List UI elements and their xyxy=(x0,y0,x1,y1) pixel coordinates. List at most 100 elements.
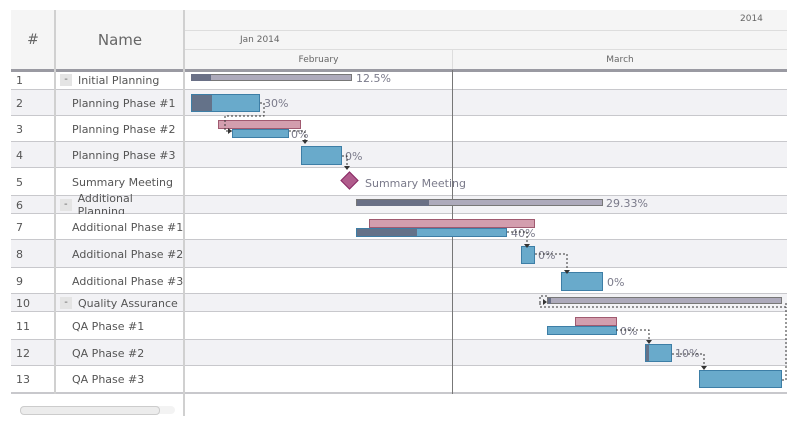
connector-7-8 xyxy=(507,231,528,246)
row-name-text: Planning Phase #1 xyxy=(72,96,176,110)
row-name-text: Planning Phase #3 xyxy=(72,148,176,162)
row-number: 3 xyxy=(16,122,23,136)
connector-3-4 xyxy=(342,155,348,168)
task-progress xyxy=(357,229,417,236)
table-row[interactable] xyxy=(11,116,787,142)
table-row[interactable] xyxy=(11,240,787,268)
connector-12-13 xyxy=(672,353,705,368)
task-bar-additional-phase-3[interactable] xyxy=(561,272,603,291)
row-name-text: QA Phase #3 xyxy=(72,373,145,386)
baseline-bar[interactable] xyxy=(369,219,535,228)
baseline-bar[interactable] xyxy=(575,317,617,326)
arrow-icon xyxy=(646,340,652,344)
row-name-text: QA Phase #2 xyxy=(72,346,145,360)
table-row[interactable] xyxy=(11,168,787,196)
progress-label: 30% xyxy=(264,97,289,110)
row-name: Summary Meeting xyxy=(72,168,192,196)
connector-2-3 xyxy=(289,130,306,141)
task-bar-planning-phase-3[interactable] xyxy=(301,146,342,165)
year-label: 2014 xyxy=(740,14,763,24)
table-row[interactable] xyxy=(11,366,787,393)
row-name: QA Phase #3 xyxy=(72,366,192,393)
row-number: 5 xyxy=(16,175,23,189)
month-march-label: March xyxy=(606,55,634,65)
row-number: 10 xyxy=(16,296,30,310)
group-progress xyxy=(548,298,551,304)
column-divider[interactable] xyxy=(54,10,56,394)
progress-label: 0% xyxy=(291,128,309,141)
milestone-label: Summary Meeting xyxy=(365,177,467,190)
progress-label: 12.5% xyxy=(356,72,391,85)
row-name-text: Summary Meeting xyxy=(72,175,174,189)
row-name-text: Planning Phase #2 xyxy=(72,122,176,136)
arrow-icon xyxy=(228,128,232,134)
progress-label: 0% xyxy=(345,150,363,163)
connector-11-12 xyxy=(616,329,650,342)
baseline-bar[interactable] xyxy=(218,120,301,129)
header-divider xyxy=(185,30,787,31)
progress-label: 10% xyxy=(675,347,700,360)
row-name: Additional Phase #2 xyxy=(72,240,192,268)
progress-label: 29.33% xyxy=(606,197,648,210)
task-progress xyxy=(192,95,212,111)
group-progress xyxy=(191,74,211,81)
table-row[interactable] xyxy=(11,268,787,294)
row-name-text: Additional Phase #3 xyxy=(72,274,184,288)
collapse-toggle-icon[interactable]: - xyxy=(60,297,72,309)
arrow-icon xyxy=(344,166,350,170)
column-header-number[interactable]: # xyxy=(27,32,39,48)
row-name: Additional Phase #1 xyxy=(72,214,192,240)
row-name: - Initial Planning xyxy=(60,70,180,90)
task-bar-qa-phase-3[interactable] xyxy=(699,370,782,388)
row-number: 12 xyxy=(16,346,30,360)
month-february-label: February xyxy=(298,55,339,65)
row-number: 11 xyxy=(16,319,30,333)
row-name: Planning Phase #2 xyxy=(72,116,192,142)
row-number: 7 xyxy=(16,220,23,234)
table-row[interactable] xyxy=(11,312,787,340)
task-bar-planning-phase-2[interactable] xyxy=(232,129,289,138)
row-name: - Quality Assurance xyxy=(60,294,180,312)
arrow-icon xyxy=(564,270,570,274)
header xyxy=(11,10,787,70)
row-divider xyxy=(11,392,787,394)
row-name-text: Additional Phase #1 xyxy=(72,220,184,234)
arrow-icon xyxy=(524,244,530,248)
connector-1-2 xyxy=(224,102,265,132)
month-jan-label: Jan 2014 xyxy=(240,35,280,45)
connector-group-bottom xyxy=(539,302,787,308)
group-bar-additional-planning[interactable] xyxy=(356,199,603,206)
table-row[interactable] xyxy=(11,90,787,116)
group-bar-quality-assurance[interactable] xyxy=(547,297,782,304)
row-number: 9 xyxy=(16,274,23,288)
task-progress xyxy=(646,345,649,361)
row-number: 4 xyxy=(16,148,23,162)
task-bar-qa-phase-2[interactable] xyxy=(645,344,672,362)
row-number: 1 xyxy=(16,73,23,87)
collapse-toggle-icon[interactable]: - xyxy=(60,74,72,86)
column-header-name[interactable]: Name xyxy=(97,31,143,49)
connector-8-9 xyxy=(535,253,568,272)
row-number: 2 xyxy=(16,96,23,110)
arrow-icon xyxy=(701,366,707,370)
collapse-toggle-icon[interactable]: - xyxy=(60,199,72,211)
task-bar-additional-phase-1[interactable] xyxy=(356,228,507,237)
row-name-text: Initial Planning xyxy=(78,73,160,87)
scrollbar-thumb[interactable] xyxy=(20,406,160,415)
row-name-text: Additional Phase #2 xyxy=(72,247,184,261)
row-name: Planning Phase #3 xyxy=(72,142,192,168)
row-name-text: Quality Assurance xyxy=(78,296,178,310)
month-divider xyxy=(452,50,453,70)
row-number: 13 xyxy=(16,373,30,386)
arrow-icon xyxy=(543,299,547,305)
progress-label: 0% xyxy=(607,276,625,289)
progress-label: 0% xyxy=(620,325,638,338)
progress-label: 0% xyxy=(538,249,556,262)
row-name: QA Phase #2 xyxy=(72,340,192,366)
table-row[interactable] xyxy=(11,142,787,168)
progress-label: 40% xyxy=(511,227,536,240)
grid-splitter[interactable] xyxy=(183,10,185,416)
header-divider xyxy=(185,49,787,50)
group-progress xyxy=(357,200,429,206)
